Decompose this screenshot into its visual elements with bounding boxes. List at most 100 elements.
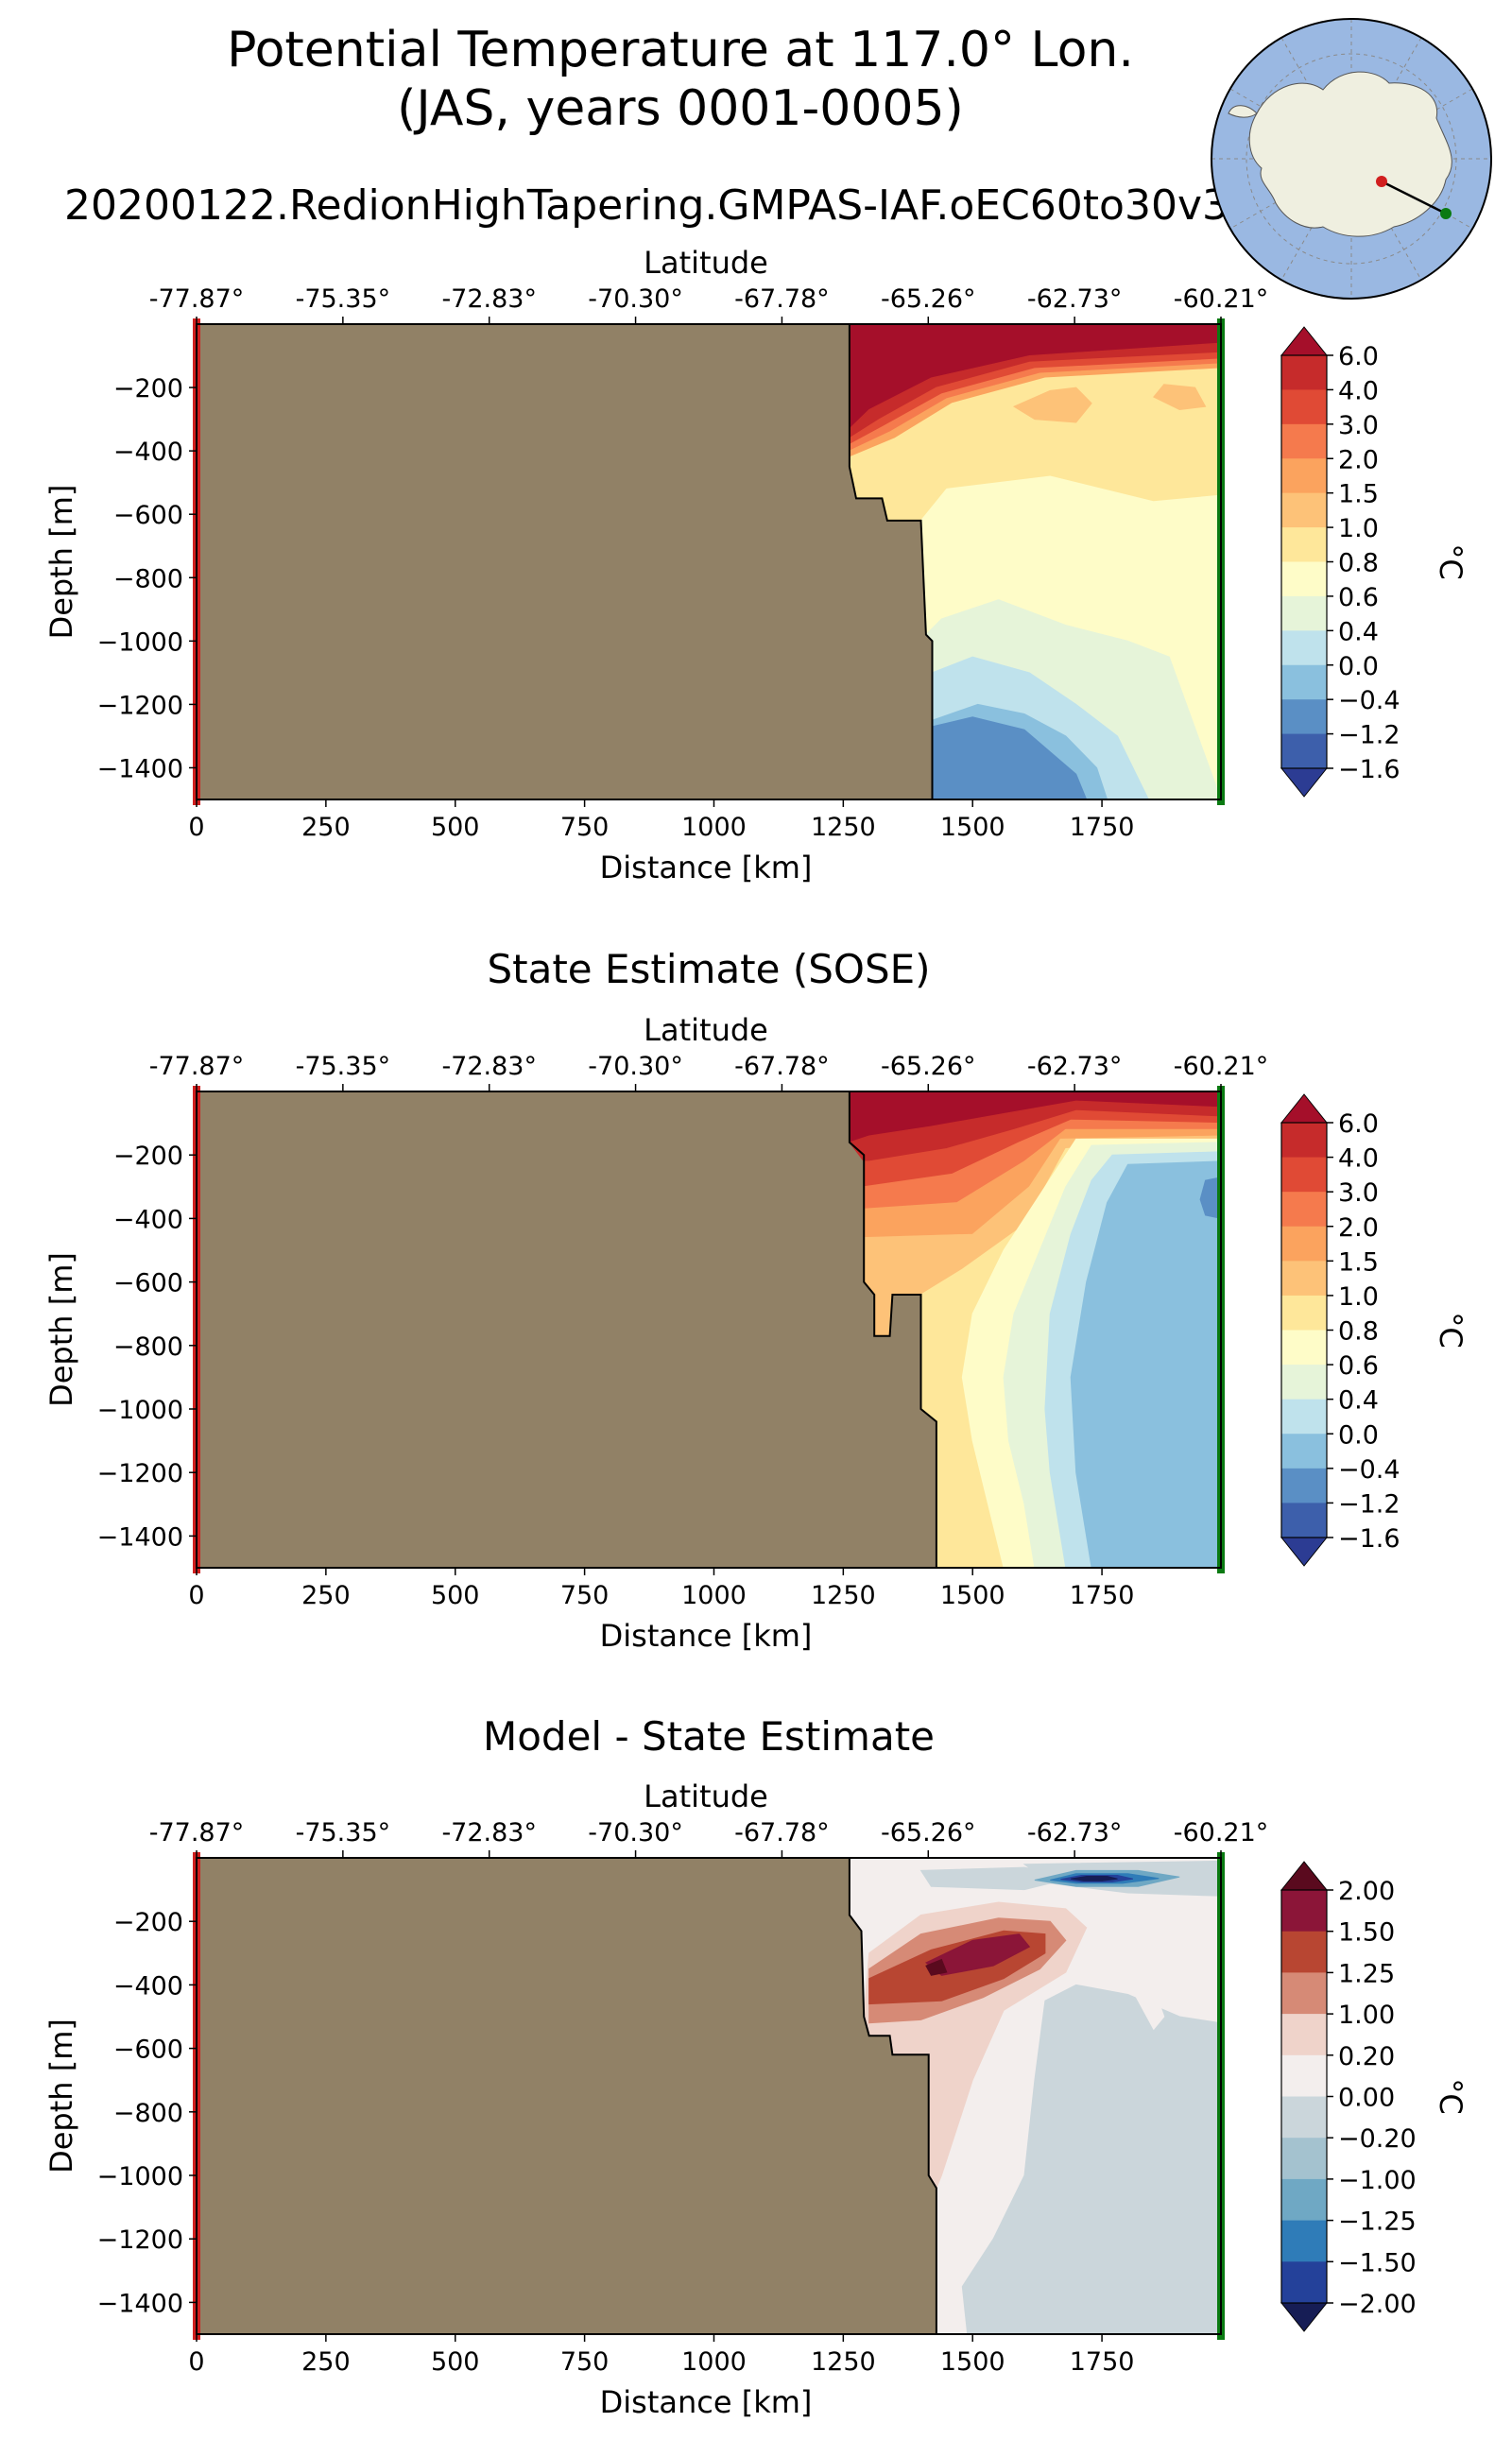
colorbar-extend-min — [1280, 767, 1329, 798]
colorbar-segment — [1281, 1330, 1327, 1366]
panel-title: State Estimate (SOSE) — [487, 946, 930, 992]
colorbar-tick-label: −1.6 — [1338, 1524, 1400, 1554]
y-tick-label: −400 — [113, 1971, 183, 2001]
x-tick-label: 1500 — [940, 1581, 1005, 1610]
figure-title: Potential Temperature at 117.0° Lon. — [227, 22, 1134, 78]
y-tick-label: −800 — [113, 2099, 183, 2128]
colorbar-segment — [1281, 2178, 1327, 2222]
lat-tick-label: -65.26° — [881, 1052, 976, 1081]
contour-region — [1153, 384, 1207, 411]
colorbar-tick-label: 3.0 — [1338, 411, 1379, 440]
colorbar-tick-label: 4.0 — [1338, 1144, 1379, 1174]
colorbar-segment — [1281, 1365, 1327, 1400]
colorbar-tick-label: −1.2 — [1338, 721, 1400, 750]
colorbar-tick-label: −0.20 — [1338, 2124, 1417, 2154]
x-tick-label: 1000 — [681, 1581, 747, 1610]
lat-tick-label: -72.83° — [441, 1052, 537, 1081]
x-tick-label: 1000 — [681, 2347, 747, 2377]
lat-tick-label: -75.35° — [296, 284, 391, 314]
y-tick-label: −200 — [113, 1908, 183, 1937]
antarctica-inset-map — [1211, 18, 1492, 300]
colorbar-segment — [1281, 561, 1327, 597]
contour-region — [925, 1958, 948, 1976]
colorbar-tick-label: 1.25 — [1338, 1959, 1395, 1988]
x-axis-label: Distance [km] — [600, 850, 813, 885]
colorbar-label: °C — [1433, 1312, 1469, 1348]
lat-tick-label: -67.78° — [734, 284, 830, 314]
x-tick-label: 750 — [560, 1581, 610, 1610]
x-tick-label: 0 — [188, 2347, 204, 2377]
y-tick-label: −1000 — [97, 627, 183, 657]
lat-tick-label: -72.83° — [441, 284, 537, 314]
colorbar-tick-label: 1.5 — [1338, 1247, 1379, 1277]
plot-area — [197, 324, 1221, 799]
colorbar-tick-label: 6.0 — [1338, 1109, 1379, 1139]
contour-region — [924, 1933, 1031, 1976]
colorbar-segment — [1281, 1972, 1327, 2015]
colorbar-segment — [1281, 2096, 1327, 2139]
axes-frame — [196, 323, 1222, 800]
top-axis-label: Latitude — [644, 245, 768, 281]
colorbar-tick-label: −0.4 — [1338, 686, 1400, 715]
x-tick-label: 250 — [301, 813, 351, 842]
axes-frame — [196, 1091, 1222, 1569]
x-tick-label: 250 — [301, 1581, 351, 1610]
colorbar-tick-label: 1.0 — [1338, 1282, 1379, 1312]
lat-tick-label: -62.73° — [1027, 1818, 1123, 1847]
bathymetry-line — [848, 1091, 937, 1568]
bathymetry-line — [848, 324, 934, 799]
lat-tick-label: -77.87° — [149, 284, 245, 314]
x-tick-label: 0 — [188, 813, 204, 842]
colorbar-tick-label: 1.5 — [1338, 480, 1379, 509]
section-line — [1381, 180, 1447, 215]
y-axis-label: Depth [m] — [43, 485, 79, 640]
y-tick-label: −400 — [113, 438, 183, 467]
colorbar-tick-label: −0.4 — [1338, 1455, 1400, 1485]
colorbar-segment — [1281, 1192, 1327, 1228]
colorbar-extend-min — [1280, 2302, 1329, 2332]
y-axis-label: Depth [m] — [43, 1252, 79, 1407]
x-tick-label: 1750 — [1070, 813, 1135, 842]
lat-tick-label: -60.21° — [1174, 1818, 1269, 1847]
colorbar-segment — [1281, 2261, 1327, 2304]
colorbar-tick-label: −1.6 — [1338, 755, 1400, 784]
colorbar-extend-max — [1280, 1861, 1329, 1891]
lat-tick-label: -67.78° — [734, 1052, 830, 1081]
lat-tick-label: -75.35° — [296, 1052, 391, 1081]
x-tick-label: 750 — [560, 813, 610, 842]
colorbar-segment — [1281, 1157, 1327, 1193]
lat-tick-label: -70.30° — [588, 284, 683, 314]
x-tick-label: 1500 — [940, 2347, 1005, 2377]
contour-region — [961, 1984, 1221, 2334]
y-tick-label: −400 — [113, 1205, 183, 1234]
x-tick-label: 1750 — [1070, 2347, 1135, 2377]
colorbar-tick-label: 0.0 — [1338, 1420, 1379, 1450]
x-tick-label: 500 — [431, 2347, 480, 2377]
bathymetry-line — [848, 1858, 937, 2334]
colorbar-segment — [1281, 1399, 1327, 1435]
colorbar-tick-label: 4.0 — [1338, 376, 1379, 405]
colorbar-extend-max — [1280, 326, 1329, 356]
colorbar-tick-label: 2.0 — [1338, 1213, 1379, 1243]
y-tick-label: −600 — [113, 2036, 183, 2065]
plot-area — [197, 1091, 1221, 1568]
colorbar-segment — [1281, 630, 1327, 666]
y-tick-label: −1000 — [97, 2162, 183, 2191]
colorbar-segment — [1281, 1123, 1327, 1159]
x-tick-label: 500 — [431, 1581, 480, 1610]
colorbar-tick-label: 6.0 — [1338, 342, 1379, 371]
x-tick-label: 1250 — [811, 2347, 876, 2377]
lat-tick-label: -60.21° — [1174, 1052, 1269, 1081]
lat-tick-label: -70.30° — [588, 1818, 683, 1847]
colorbar-segment — [1281, 699, 1327, 735]
colorbar-tick-label: 1.0 — [1338, 514, 1379, 543]
y-tick-label: −200 — [113, 1142, 183, 1171]
colorbar-tick-label: 0.6 — [1338, 583, 1379, 612]
colorbar-tick-label: 1.00 — [1338, 2001, 1395, 2030]
panel-title: Model - State Estimate — [483, 1713, 935, 1760]
colorbar-segment — [1281, 458, 1327, 494]
colorbar-tick-label: 0.4 — [1338, 617, 1379, 646]
x-tick-label: 500 — [431, 813, 480, 842]
section-end-point — [1440, 208, 1452, 219]
colorbar-tick-label: −1.25 — [1338, 2208, 1417, 2237]
